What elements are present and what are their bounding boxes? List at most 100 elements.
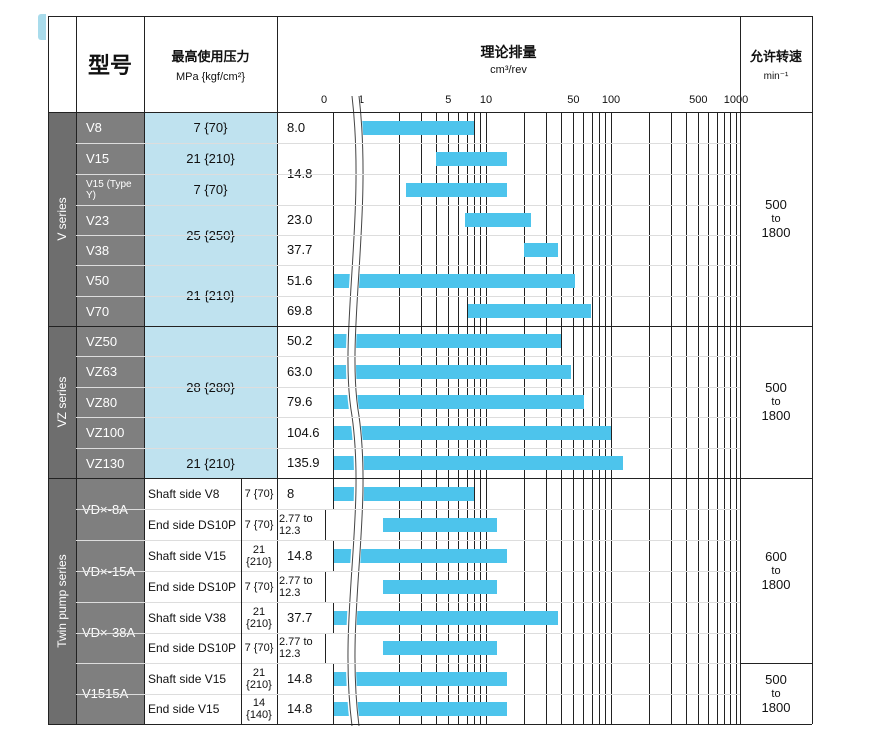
- speed-max: 1800: [761, 576, 791, 592]
- axis-tick-label: 50: [567, 94, 580, 106]
- chart-gridline: [611, 112, 612, 724]
- displacement-value: 14.8: [277, 663, 334, 694]
- series-cell-v: V series: [48, 112, 76, 326]
- header-speed-title: 允许转速: [749, 49, 802, 64]
- header-displacement-unit: cm³/rev: [490, 64, 527, 76]
- side-vdx-15a-end: End side DS10P: [144, 571, 241, 602]
- model-v50: V50: [76, 265, 144, 296]
- chart-gridline: [671, 112, 672, 724]
- displacement-value: 104.6: [277, 417, 334, 448]
- displacement-value: 2.77 to 12.3: [277, 571, 326, 602]
- header-series-blank: [48, 16, 76, 112]
- model-v1515a: V1515A: [76, 663, 144, 724]
- displacement-value: 14.8: [277, 540, 334, 571]
- table-rule: [76, 509, 740, 510]
- twin-pressure-vdx-8a-shaft: 7 {70}: [241, 478, 277, 509]
- displacement-bar: [436, 151, 508, 166]
- side-v1515a-shaft: Shaft side V15: [144, 663, 241, 694]
- speed-min: 500: [765, 671, 787, 687]
- displacement-bar: [324, 334, 562, 348]
- header-speed: 允许转速 min⁻¹: [740, 16, 812, 112]
- twin-pressure-v1515a-end: 14 {140}: [241, 694, 277, 724]
- axis-tick-label: 1: [357, 94, 365, 106]
- side-vdx-38a-end: End side DS10P: [144, 633, 241, 663]
- chart-gridline: [708, 112, 709, 724]
- axis-tick-label: 0: [320, 94, 328, 106]
- chart-gridline: [399, 112, 400, 724]
- displacement-value: 69.8: [277, 296, 334, 326]
- table-rule: [76, 633, 740, 634]
- header-pressure-title: 最高使用压力: [171, 48, 250, 64]
- displacement-value: 63.0: [277, 356, 334, 387]
- displacement-value: 135.9: [277, 448, 334, 478]
- model-v38: V38: [76, 235, 144, 265]
- table-rule: [76, 663, 740, 664]
- chart-gridline: [717, 112, 718, 724]
- speed-to: to: [771, 687, 781, 700]
- chart-gridline: [421, 112, 422, 724]
- header-model: 型号: [76, 16, 144, 112]
- chart-gridline: [486, 112, 487, 724]
- displacement-bar: [383, 579, 498, 594]
- model-v8: V8: [76, 112, 144, 143]
- table-rule: [76, 296, 740, 297]
- displacement-bar: [324, 364, 572, 379]
- displacement-bar: [324, 395, 585, 409]
- chart-gridline: [698, 112, 699, 724]
- pressure-v8: 7 {70}: [144, 112, 277, 143]
- twin-pressure-vdx-15a-end: 7 {70}: [241, 571, 277, 602]
- axis-tick-label: 1000: [723, 94, 749, 106]
- chart-gridline: [649, 112, 650, 724]
- model-v23: V23: [76, 205, 144, 235]
- twin-pressure-vdx-38a-end: 7 {70}: [241, 633, 277, 663]
- table-rule: [48, 326, 812, 327]
- header-speed-unit: min⁻¹: [763, 71, 789, 82]
- displacement-bar: [523, 243, 559, 257]
- chart-gridline: [573, 112, 574, 724]
- chart-gridline: [474, 112, 475, 724]
- chart-gridline: [448, 112, 449, 724]
- displacement-value: 37.7: [277, 602, 334, 633]
- displacement-bar: [324, 548, 508, 563]
- series-label-twin: Twin pump series: [55, 554, 69, 648]
- series-cell-twin: Twin pump series: [48, 478, 76, 724]
- side-vdx-8a-end: End side DS10P: [144, 509, 241, 540]
- table-rule: [48, 16, 49, 724]
- table-rule: [740, 663, 812, 664]
- displacement-bar: [465, 213, 532, 227]
- speed-min: 500: [765, 380, 787, 395]
- table-rule: [76, 417, 740, 418]
- displacement-bar: [468, 304, 592, 318]
- table-rule: [48, 478, 812, 479]
- speed-min: 600: [765, 548, 787, 564]
- chart-gridline: [480, 112, 481, 724]
- displacement-bar: [324, 702, 508, 716]
- model-v70: V70: [76, 296, 144, 326]
- displacement-value: 37.7: [277, 235, 334, 265]
- chart-gridline: [546, 112, 547, 724]
- chart-gridline: [736, 112, 737, 724]
- displacement-value: 2.77 to 12.3: [277, 633, 326, 663]
- chart-gridline: [561, 112, 562, 724]
- displacement-value: 23.0: [277, 205, 334, 235]
- displacement-bar: [324, 610, 559, 625]
- chart-gridline: [458, 112, 459, 724]
- displacement-bar: [361, 120, 474, 135]
- speed-vz-series: 500 to 1800: [740, 326, 812, 478]
- speed-min: 500: [765, 197, 787, 212]
- twin-pressure-vdx-8a-end: 7 {70}: [241, 509, 277, 540]
- table-rule: [48, 16, 812, 17]
- displacement-bar: [406, 182, 508, 197]
- displacement-value: 2.77 to 12.3: [277, 509, 326, 540]
- displacement-value: 8: [277, 478, 334, 509]
- table-rule: [76, 265, 740, 266]
- model-vdx-38a: VD×-38A: [76, 602, 144, 663]
- chart-gridline: [436, 112, 437, 724]
- twin-pressure-vdx-15a-shaft: 21 {210}: [241, 540, 277, 571]
- table-rule: [740, 16, 741, 724]
- chart-gridline: [583, 112, 584, 724]
- displacement-value: 51.6: [277, 265, 334, 296]
- table-rule: [76, 571, 740, 572]
- speed-twin-vdx: 600 to 1800: [740, 478, 812, 663]
- speed-to: to: [771, 396, 781, 408]
